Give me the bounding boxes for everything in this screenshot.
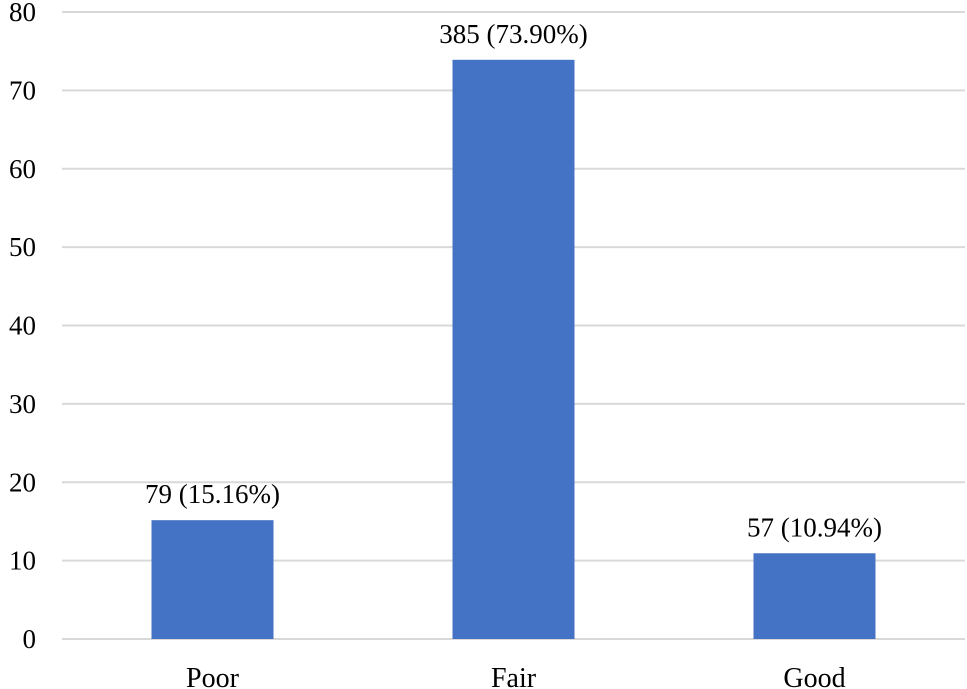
x-axis-category-labels: Poor Fair Good xyxy=(186,663,846,689)
data-labels: 79 (15.16%) 385 (73.90%) 57 (10.94%) xyxy=(145,19,882,542)
bar-poor xyxy=(151,520,274,639)
y-tick-label-50: 50 xyxy=(9,232,36,262)
data-label-good: 57 (10.94%) xyxy=(747,512,882,542)
y-tick-label-60: 60 xyxy=(9,154,36,184)
y-tick-label-70: 70 xyxy=(9,75,36,105)
y-tick-label-30: 30 xyxy=(9,389,36,419)
y-tick-label-0: 0 xyxy=(23,624,37,654)
bar-fair xyxy=(452,59,575,639)
y-axis-tick-labels: 0 10 20 30 40 50 60 70 80 xyxy=(9,0,36,654)
x-category-label-good: Good xyxy=(783,663,845,689)
y-tick-label-80: 80 xyxy=(9,0,36,27)
bar-good xyxy=(753,553,876,639)
y-tick-label-40: 40 xyxy=(9,311,36,341)
y-tick-label-20: 20 xyxy=(9,467,36,497)
bars xyxy=(151,59,876,639)
x-category-label-poor: Poor xyxy=(186,663,240,689)
x-category-label-fair: Fair xyxy=(491,663,537,689)
data-label-poor: 79 (15.16%) xyxy=(145,479,280,509)
y-tick-label-10: 10 xyxy=(9,546,36,576)
data-label-fair: 385 (73.90%) xyxy=(439,19,587,49)
